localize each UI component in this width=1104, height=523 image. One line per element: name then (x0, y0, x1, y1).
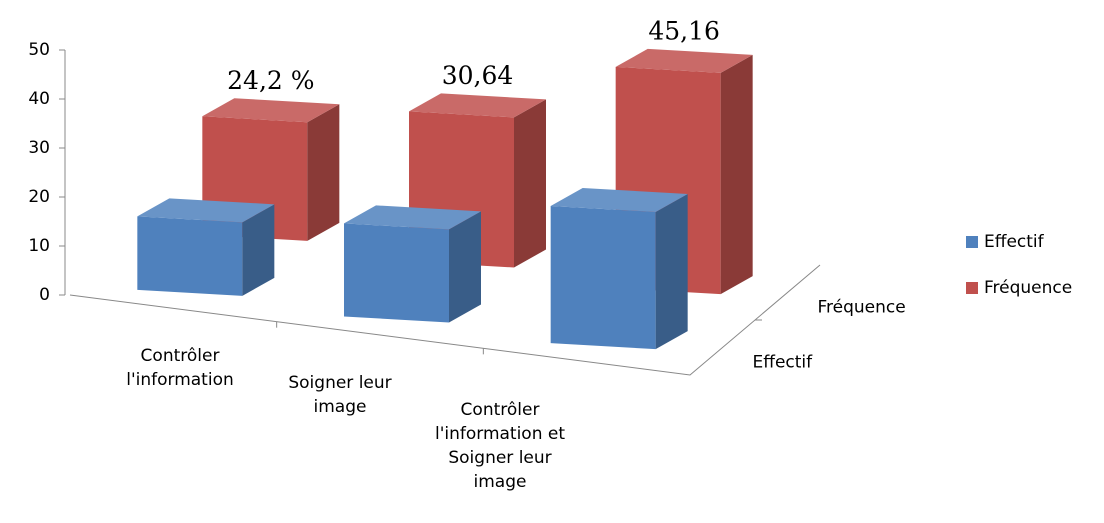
x-tick-label: Contrôler l'information et Soigner leur … (434, 399, 566, 492)
bar-side (449, 211, 481, 323)
x-tick-label: Soigner leur image (288, 373, 392, 417)
y-tick-label: 10 (28, 236, 50, 256)
bar-top (409, 93, 546, 118)
bar-top (344, 205, 481, 230)
bar-side (655, 193, 688, 350)
bar (137, 198, 275, 296)
bar (202, 98, 340, 241)
legend-label: Effectif (984, 232, 1045, 252)
y-tick-label: 30 (28, 138, 50, 158)
value-label: 45,16 (648, 16, 720, 45)
bar (344, 205, 481, 323)
bar-top (615, 48, 753, 73)
value-label: 30,64 (442, 61, 514, 90)
bar-top (550, 187, 688, 212)
bar-side (720, 54, 753, 295)
y-tick-label: 40 (28, 89, 50, 109)
bar-top (202, 98, 340, 123)
bar-side (307, 104, 340, 241)
y-tick-label: 50 (28, 40, 50, 60)
value-label: 24,2 % (227, 66, 314, 95)
legend-swatch (966, 236, 978, 248)
bar-side (514, 99, 546, 268)
bar (550, 187, 688, 350)
bar-front (344, 223, 449, 323)
legend-swatch (966, 282, 978, 294)
depth-label: Fréquence (818, 298, 906, 318)
bar-front (550, 205, 656, 350)
y-tick-label: 0 (39, 285, 50, 305)
bar-front (137, 216, 243, 296)
bar-top (137, 198, 275, 223)
bar-side (242, 204, 275, 296)
y-tick-label: 20 (28, 187, 50, 207)
legend-label: Fréquence (984, 278, 1072, 298)
depth-label: Effectif (753, 353, 814, 373)
x-tick-label: Contrôler l'information (126, 346, 234, 391)
